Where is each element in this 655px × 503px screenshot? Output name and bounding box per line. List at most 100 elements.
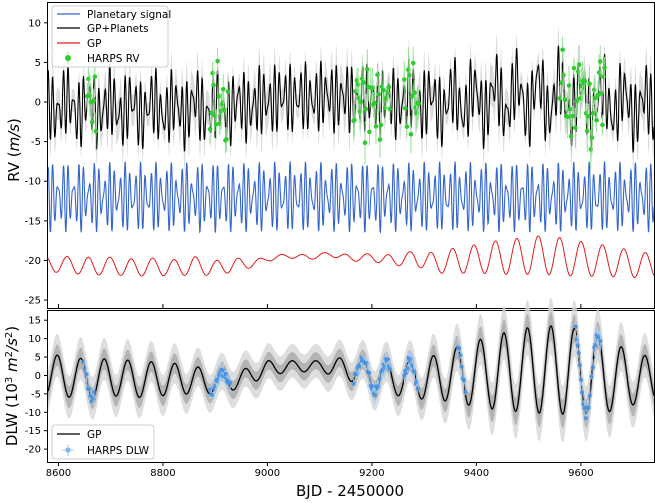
harps-dlw-point [458,353,463,358]
x-tick-label: 8600 [46,468,71,479]
harps-rv-point [597,59,603,64]
harps-dlw-point [405,366,410,371]
harps-dlw-point [461,378,467,383]
harps-dlw-point [459,364,464,369]
bottom-y-tick-label: 15 [28,316,41,327]
bottom-y-tick-label: 10 [28,334,41,345]
harps-rv-point [210,70,215,76]
dlw-inner-band [48,311,654,429]
legend-label-gp: GP [87,38,101,50]
harps-dlw-point [351,381,356,386]
top-y-tick-label: 5 [35,58,41,69]
harps-rv-point [584,128,590,134]
harps-rv-point [407,72,412,78]
harps-rv-point [410,60,416,66]
harps-dlw-point [456,346,462,351]
top-y-tick-label: -15 [25,216,41,227]
harps-rv-point [93,128,99,134]
gp-line [47,235,655,279]
harps-rv-point [600,122,605,128]
harps-dlw-point [463,389,468,394]
bottom-legend: GP HARPS DLW [51,424,155,460]
harps-dlw-point [385,357,391,362]
top-legend: Planetary signal GP+Planets GP HARPS RV [51,5,171,68]
harps-dlw-point [409,363,415,368]
harps-rv-point [381,87,386,93]
harps-rv-point [403,105,408,111]
top-y-tick-label: -25 [25,296,41,307]
harps-rv-point [571,65,577,71]
bottom-y-tick-label: -20 [25,445,41,456]
harps-rv-point [91,98,96,104]
harps-dlw-point [84,372,89,377]
bottom-y-tick-label: -5 [31,389,41,400]
top-panel: 10 5 0 -5 -10 -15 -20 -25 RV (m/s) Planetary si… [5,2,655,309]
harps-rv-point [215,58,220,64]
top-y-ticks: 10 5 0 -5 -10 -15 -20 -25 [25,18,48,307]
harps-rv-point [560,47,565,53]
legend-label-dlw-gp: GP [87,429,101,441]
bottom-y-tick-label: -15 [25,426,41,437]
harps-rv-point [565,114,570,120]
harps-rv-point [209,110,214,115]
harps-rv-point [562,97,568,103]
legend-swatch-harps-rv-dot [65,55,71,61]
harps-rv-point [589,135,595,140]
harps-rv-point [361,80,366,85]
legend-label-gp-planets: GP+Planets [87,23,149,35]
harps-rv-point [211,82,216,88]
harps-rv-point [602,65,607,71]
top-y-tick-label: -5 [31,137,41,148]
dlw-gp-line [47,325,655,415]
harps-rv-point [561,72,566,78]
harps-dlw-point [587,393,592,398]
harps-rv-point [592,95,598,101]
harps-rv-point [375,72,380,78]
harps-rv-point [588,147,594,152]
legend-label-harps-rv: HARPS RV [87,53,140,65]
harps-rv-point [221,107,227,112]
harps-rv-point [574,98,580,104]
harps-rv-point [224,136,229,142]
bottom-series-lines [47,325,655,415]
harps-rv-point [404,124,410,129]
bottom-y-axis-label: DLW (103 m2/s2) [3,326,21,446]
harps-dlw-point [586,405,591,410]
harps-rv-point [567,106,573,112]
harps-rv-point [401,77,407,82]
harps-rv-point [416,101,422,106]
harps-rv-point [220,86,226,92]
harps-rv-point [352,117,357,123]
harps-dlw-point [213,383,218,389]
x-tick-label: 8800 [150,468,175,479]
harps-rv-point [590,110,596,116]
harps-dlw-point [590,365,596,370]
top-y-tick-label: 10 [28,18,41,29]
harps-rv-point [378,122,384,128]
harps-rv-point [599,91,604,96]
harps-rv-point [412,90,417,95]
harps-rv-point [225,89,231,94]
harps-dlw-point [577,363,582,368]
harps-rv-point [575,69,581,74]
harps-rv-points [84,36,607,170]
harps-dlw-point [574,337,579,342]
harps-rv-point [585,114,591,119]
harps-rv-point [92,74,98,79]
harps-rv-point [370,85,375,91]
harps-dlw-point [415,386,420,392]
bottom-y-tick-label: -10 [25,408,41,419]
harps-rv-point [587,81,592,87]
harps-dlw-point [228,380,233,386]
legend-swatch-harps-dlw-dot [65,447,71,453]
top-y-tick-label: -10 [25,177,41,188]
harps-rv-point [358,99,364,105]
harps-rv-point [573,125,578,131]
top-series-lines [47,45,655,279]
top-y-tick-label: -20 [25,256,41,267]
harps-rv-point [372,100,377,106]
dlw-gp-uncertainty-bands [48,297,654,443]
harps-rv-point [373,124,379,129]
harps-rv-point [568,133,574,139]
harps-dlw-point [412,370,417,375]
